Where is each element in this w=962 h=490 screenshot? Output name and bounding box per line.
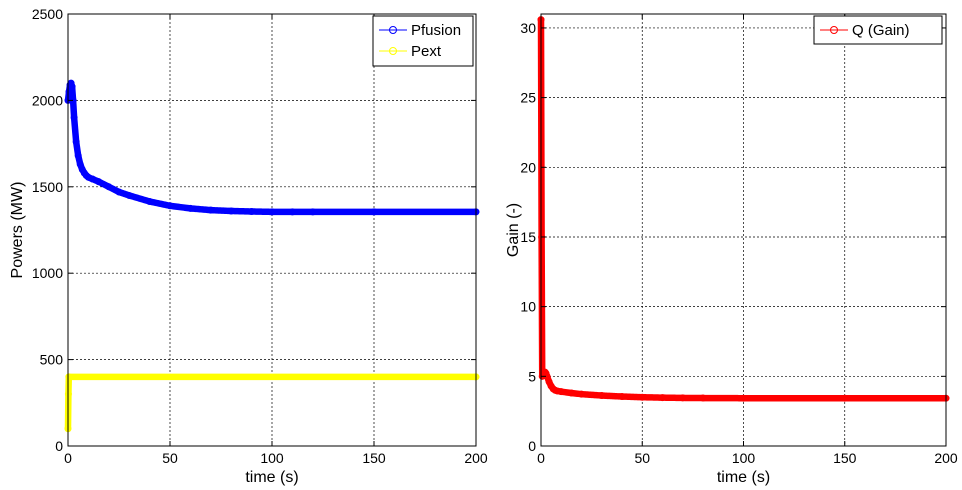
- y-tick-label: 1000: [32, 265, 63, 281]
- data-point: [567, 389, 575, 397]
- legend-box: [372, 15, 474, 67]
- legend-entry-label: Pfusion: [411, 22, 461, 39]
- x-tick-label: 200: [464, 450, 488, 466]
- data-point: [65, 373, 73, 381]
- data-point: [227, 207, 235, 215]
- x-tick-label: 50: [634, 450, 650, 466]
- legend-box: [813, 15, 943, 45]
- y-tick-label: 2000: [32, 92, 63, 108]
- x-tick-label: 150: [833, 450, 857, 466]
- data-point: [598, 392, 606, 400]
- data-point: [65, 88, 73, 96]
- data-point: [618, 393, 626, 401]
- data-point: [545, 378, 553, 386]
- data-point: [66, 81, 74, 89]
- data-point: [95, 178, 103, 186]
- data-point: [659, 394, 666, 402]
- x-tick-label: 150: [362, 450, 386, 466]
- series-line: [537, 16, 950, 402]
- y-tick-label: 0: [528, 438, 536, 454]
- data-point: [166, 202, 174, 210]
- series-pfusion: [64, 79, 480, 216]
- data-point: [699, 394, 707, 402]
- data-point: [70, 114, 78, 122]
- x-tick-label: 50: [162, 450, 178, 466]
- x-tick-label: 0: [64, 450, 72, 466]
- y-tick-label: 1500: [32, 179, 63, 195]
- data-point: [248, 208, 256, 216]
- legend-marker: [389, 26, 397, 34]
- y-tick-label: 15: [520, 229, 536, 245]
- data-point: [68, 83, 76, 91]
- data-point: [557, 388, 565, 396]
- x-tick-label: 200: [934, 450, 958, 466]
- legend-marker: [830, 26, 838, 34]
- data-point: [370, 208, 378, 216]
- x-tick-label: 100: [260, 450, 284, 466]
- data-point: [207, 206, 215, 214]
- y-tick-label: 2500: [32, 6, 63, 22]
- y-tick-label: 30: [520, 20, 536, 36]
- legend-entry-label: Q (Gain): [852, 22, 910, 39]
- data-point: [88, 175, 96, 183]
- data-point: [115, 188, 123, 196]
- y-tick-label: 10: [520, 299, 536, 315]
- legend: Pfusion Pext: [372, 15, 474, 67]
- legend-marker: [389, 47, 397, 55]
- data-point: [146, 197, 154, 205]
- data-point: [553, 387, 561, 395]
- y-tick-label: 500: [40, 352, 64, 368]
- x-axis-label: time (s): [245, 469, 298, 486]
- chart-2: 0 50 100 150 200 0 5 10 15 20 25 30 time (s) Gain (-)…: [505, 13, 958, 486]
- data-point: [125, 191, 133, 199]
- data-point: [78, 166, 86, 174]
- data-point: [841, 394, 849, 402]
- x-tick-label: 100: [732, 450, 756, 466]
- x-axis-label: time (s): [717, 469, 770, 486]
- y-tick-label: 25: [520, 90, 536, 106]
- y-axis-label: Powers (MW): [9, 182, 26, 279]
- y-axis-label: Gain (-): [505, 203, 522, 257]
- series-pext: [64, 373, 480, 433]
- y-tick-label: 0: [55, 438, 63, 454]
- data-point: [84, 173, 92, 181]
- data-point: [309, 208, 317, 216]
- data-point: [105, 183, 113, 191]
- data-point: [740, 394, 747, 402]
- data-point: [549, 385, 557, 393]
- data-point: [74, 152, 82, 160]
- y-tick-label: 20: [520, 159, 536, 175]
- data-point: [638, 393, 646, 401]
- data-point: [541, 368, 549, 376]
- series-line: [64, 373, 480, 432]
- x-tick-label: 0: [537, 450, 545, 466]
- data-point: [288, 208, 296, 216]
- data-point: [578, 390, 585, 398]
- data-point: [268, 208, 276, 216]
- data-point: [679, 394, 687, 402]
- data-point: [72, 138, 80, 146]
- legend-entry-label: Pext: [411, 43, 442, 60]
- y-tick-label: 5: [528, 368, 536, 384]
- data-point: [82, 172, 90, 180]
- legend: Q (Gain): [813, 15, 943, 45]
- data-point: [186, 204, 194, 212]
